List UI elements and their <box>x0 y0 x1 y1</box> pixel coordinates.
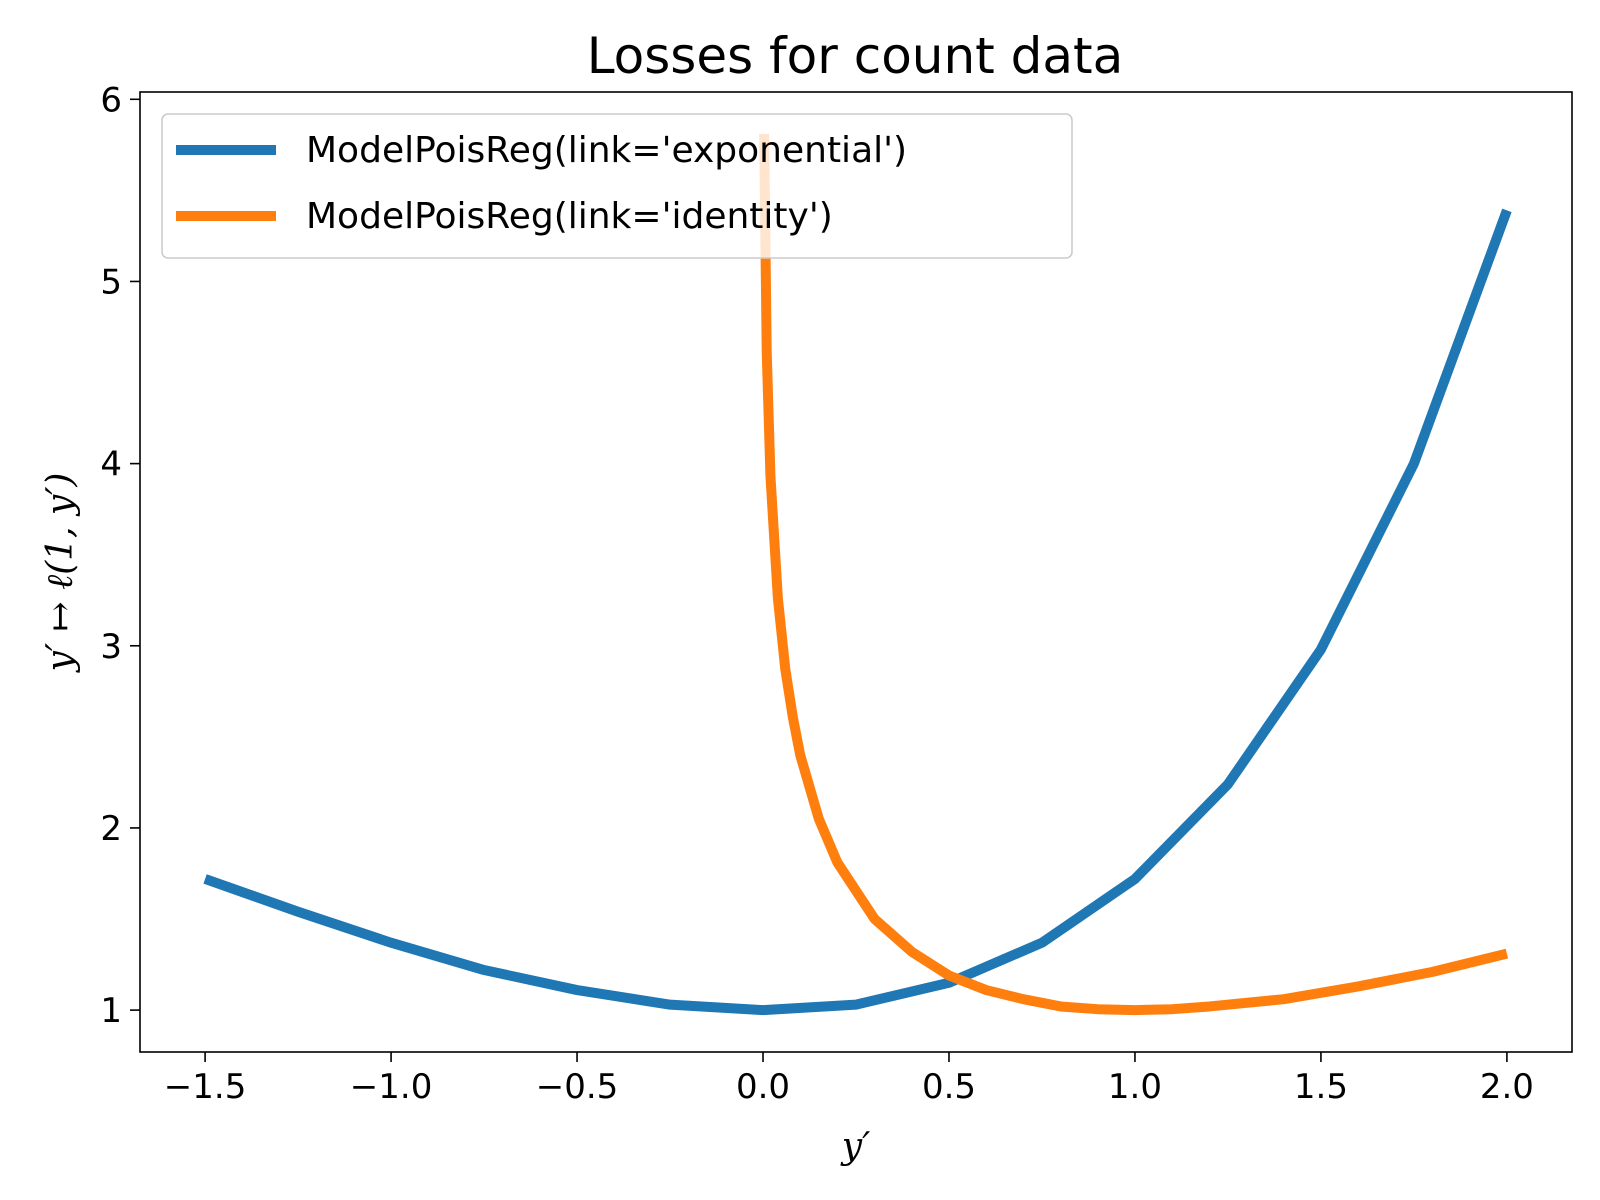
x-tick-label: −1.0 <box>350 1067 433 1107</box>
chart-title: Losses for count data <box>587 27 1124 85</box>
axes-frame <box>139 91 1573 1053</box>
y-tick-label: 1 <box>100 991 122 1031</box>
series-line-1 <box>759 133 1509 1016</box>
y-tick-label: 6 <box>100 80 122 120</box>
y-tick-label: 3 <box>100 627 122 667</box>
x-tick-label: 2.0 <box>1480 1067 1534 1107</box>
x-tick-label: −0.5 <box>536 1067 619 1107</box>
legend-label-0: ModelPoisReg(link='exponential') <box>306 130 907 171</box>
y-tick-label: 4 <box>100 445 122 485</box>
x-axis-label: y′ <box>840 1126 871 1167</box>
x-tick-label: −1.5 <box>164 1067 247 1107</box>
legend-box <box>161 113 1073 259</box>
y-tick-label: 5 <box>100 262 122 302</box>
x-tick-label: 0.5 <box>922 1067 976 1107</box>
x-tick-label: 1.5 <box>1294 1067 1348 1107</box>
legend-label-1: ModelPoisReg(link='identity') <box>306 196 833 237</box>
y-axis-label: y′ ↦ ℓ(1, y′) <box>40 473 81 674</box>
x-tick-label: 0.0 <box>736 1067 790 1107</box>
y-tick-label: 2 <box>100 809 122 849</box>
series-line-0 <box>203 208 1512 1016</box>
x-tick-label: 1.0 <box>1108 1067 1162 1107</box>
